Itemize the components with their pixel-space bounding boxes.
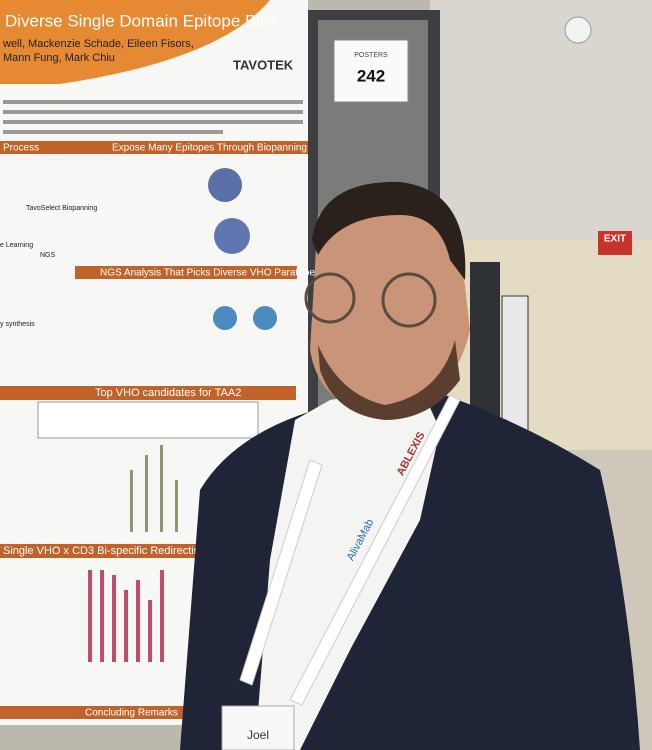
exit-text: EXIT — [604, 234, 626, 245]
sign-number: 242 — [357, 66, 385, 85]
poster-bars — [130, 445, 178, 532]
exit-sign — [598, 231, 632, 255]
side-board — [470, 262, 500, 432]
lanyard — [289, 394, 461, 706]
section-bar — [75, 266, 297, 279]
badge-name: Joel — [247, 728, 269, 742]
poster-label: y synthesis — [0, 321, 35, 328]
protein-figure — [214, 218, 250, 254]
poster-title: Diverse Single Domain Epitope Bins — [5, 11, 278, 30]
poster-banner — [0, 0, 270, 84]
hair — [312, 181, 466, 280]
section-bar — [0, 386, 296, 400]
beard — [318, 340, 460, 420]
poster-label: NGS — [40, 252, 56, 259]
shirt — [255, 385, 440, 750]
poster-abstract — [3, 100, 303, 134]
poster-bars — [88, 570, 164, 662]
sign-header: POSTERS — [354, 52, 388, 59]
section-title: Top VHO candidates for TAA2 — [95, 387, 241, 399]
section-title: Expose Many Epitopes Through Biopanning — [112, 143, 307, 154]
poster-label: e Learning — [0, 242, 33, 249]
face — [310, 194, 470, 415]
section-bar — [0, 706, 190, 719]
section-title: Concluding Remarks — [85, 708, 178, 719]
side-poster — [501, 295, 529, 437]
section-title: NGS Analysis That Picks Diverse VHO Para… — [100, 268, 320, 279]
section-title: Process — [3, 143, 39, 154]
section-bar — [0, 141, 308, 154]
number-sign — [333, 39, 409, 103]
poster-author: well, Mackenzie Schade, Eileen Fisors, — [2, 38, 194, 50]
protein-figure — [208, 168, 242, 202]
glasses — [381, 272, 437, 328]
camera — [564, 16, 592, 44]
badge — [221, 705, 295, 750]
poster-logo: TAVOTEK — [233, 57, 294, 72]
section-title: Single VHO x CD3 Bi-specific Redirecting — [3, 545, 206, 557]
poster-author: Mann Fung, Mark Chiu — [3, 52, 115, 64]
glasses — [304, 272, 356, 324]
protein-figure — [213, 306, 237, 330]
protein-figure — [253, 306, 277, 330]
poster-label: TavoSelect Biopanning — [26, 205, 97, 212]
poster-table — [37, 401, 259, 439]
ceiling-wall — [430, 0, 652, 240]
lanyard — [239, 459, 323, 686]
